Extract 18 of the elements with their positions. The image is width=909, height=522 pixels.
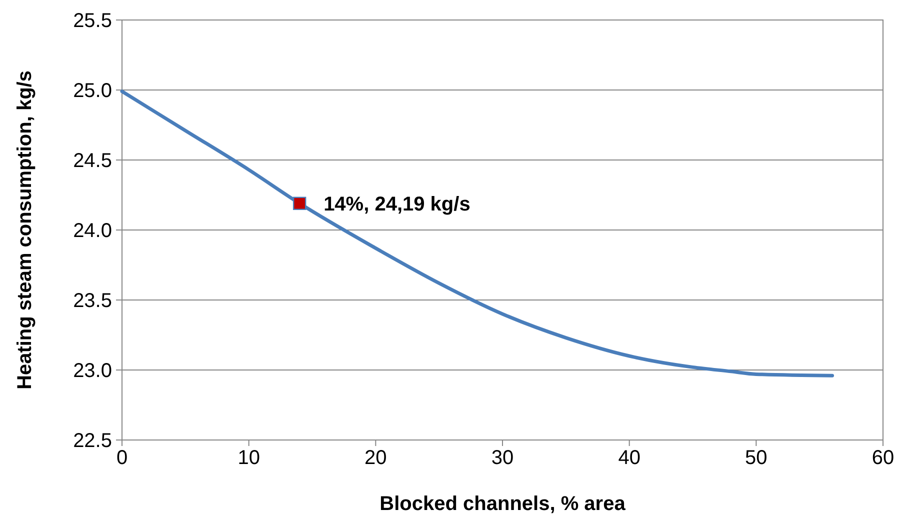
y-tick-label: 23.0 — [73, 360, 112, 382]
x-tick-label: 50 — [745, 447, 768, 469]
x-tick-label: 0 — [116, 447, 128, 469]
y-axis-title: Heating steam consumption, kg/s — [14, 70, 36, 390]
x-tick-label: 40 — [618, 447, 640, 469]
x-tick-label: 10 — [238, 447, 260, 469]
x-axis-title: Blocked channels, % area — [380, 493, 626, 515]
annotation: 14%, 24,19 kg/s — [324, 193, 470, 216]
y-tick-label: 25.0 — [73, 80, 112, 102]
y-tick-label: 22.5 — [73, 430, 112, 452]
y-tick-label: 25.5 — [73, 10, 112, 32]
y-tick-label: 23.5 — [73, 290, 112, 312]
y-tick-label: 24.5 — [73, 150, 112, 172]
x-tick-label: 60 — [872, 447, 894, 469]
x-tick-label: 30 — [491, 447, 514, 469]
line-series — [120, 90, 834, 378]
x-tick-label: 20 — [364, 447, 387, 469]
y-tick-label: 24.0 — [73, 220, 112, 242]
